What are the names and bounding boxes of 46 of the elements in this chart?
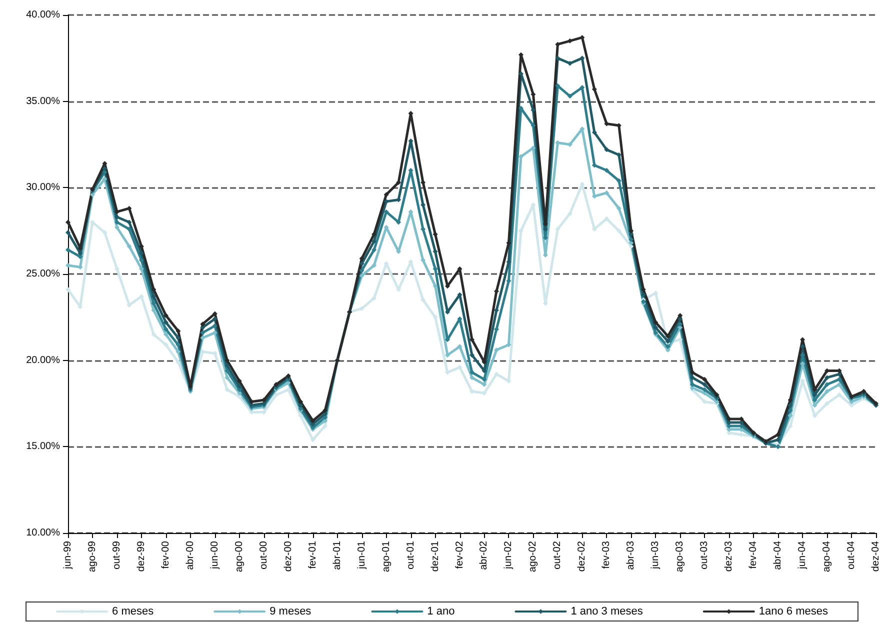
- x-tick-label: out-99: [111, 540, 122, 570]
- y-tick-label: 25.00%: [26, 268, 60, 280]
- x-tick-label: fev-02: [454, 540, 466, 569]
- x-tick-label: ago-01: [380, 540, 392, 572]
- x-tick-label: ago-03: [674, 540, 686, 572]
- y-tick-label: 40.00%: [26, 10, 60, 20]
- x-tick-label: jun-99: [62, 540, 74, 570]
- x-tick-label: dez-99: [136, 540, 147, 572]
- x-tick-label: dez-04: [870, 540, 882, 572]
- x-tick-label: ago-00: [234, 540, 245, 572]
- x-tick-label: jun-03: [650, 540, 662, 570]
- x-tick-label: out-04: [846, 540, 858, 570]
- x-tick-label: dez-03: [724, 540, 735, 572]
- y-tick-label: 10.00%: [26, 528, 60, 538]
- x-tick-label: dez-00: [282, 540, 294, 572]
- x-tick-label: ago-04: [822, 540, 833, 572]
- x-tick-label: dez-02: [576, 540, 588, 572]
- x-tick-label: ago-02: [528, 540, 539, 572]
- x-tick-label: abr-02: [478, 540, 490, 570]
- x-tick-label: fev-00: [160, 540, 172, 569]
- legend-label: 6 meses: [112, 606, 154, 618]
- x-tick-label: out-01: [405, 540, 416, 570]
- x-tick-label: abr-04: [772, 540, 784, 570]
- y-tick-label: 35.00%: [26, 96, 60, 107]
- x-tick-label: fev-04: [748, 540, 760, 569]
- x-tick-label: out-00: [258, 540, 270, 570]
- x-tick-label: jun-02: [503, 540, 514, 570]
- legend-label: 1 ano 3 meses: [570, 606, 644, 618]
- x-tick-label: jun-04: [797, 540, 808, 570]
- legend-label: 9 meses: [270, 606, 312, 618]
- x-tick-label: out-03: [699, 540, 710, 570]
- x-tick-label: dez-01: [430, 540, 441, 572]
- y-tick-label: 20.00%: [26, 354, 60, 366]
- x-tick-label: abr-00: [184, 540, 196, 570]
- x-tick-label: out-02: [552, 540, 564, 570]
- x-tick-label: fev-01: [307, 540, 318, 569]
- x-tick-label: abr-01: [332, 540, 343, 570]
- x-tick-label: ago-99: [86, 540, 98, 572]
- y-tick-label: 30.00%: [26, 182, 60, 194]
- legend-label: 1ano 6 meses: [758, 606, 828, 618]
- x-tick-label: jun-00: [209, 540, 220, 570]
- x-tick-label: fev-03: [601, 540, 612, 569]
- y-tick-label: 15.00%: [26, 441, 60, 452]
- x-tick-label: jun-01: [356, 540, 368, 570]
- legend-label: 1 ano: [427, 606, 455, 618]
- x-tick-label: abr-03: [626, 540, 637, 570]
